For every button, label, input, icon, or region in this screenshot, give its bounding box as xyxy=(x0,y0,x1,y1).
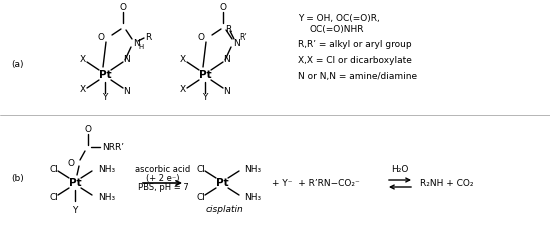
Text: Cl: Cl xyxy=(196,193,206,202)
Text: N: N xyxy=(224,55,230,64)
Text: X,X = Cl or dicarboxylate: X,X = Cl or dicarboxylate xyxy=(298,56,412,65)
Text: NH₃: NH₃ xyxy=(244,193,261,202)
Text: N: N xyxy=(233,38,240,47)
Text: PBS, pH = 7: PBS, pH = 7 xyxy=(138,182,188,191)
Text: Pt: Pt xyxy=(199,70,211,80)
Text: (+ 2 e⁻): (+ 2 e⁻) xyxy=(146,173,180,182)
Text: Y: Y xyxy=(102,93,108,102)
Text: ascorbic acid: ascorbic acid xyxy=(135,165,191,174)
Text: H₂O: H₂O xyxy=(391,165,409,174)
Text: R’: R’ xyxy=(239,33,247,42)
Text: X: X xyxy=(80,85,86,94)
Text: NH₃: NH₃ xyxy=(98,164,115,173)
Text: N: N xyxy=(124,87,130,96)
Text: O: O xyxy=(119,3,126,12)
Text: X: X xyxy=(80,55,86,64)
Text: O: O xyxy=(219,3,227,12)
Text: R₂NH + CO₂: R₂NH + CO₂ xyxy=(420,178,474,187)
Text: (a): (a) xyxy=(12,60,24,69)
Text: Y: Y xyxy=(72,206,78,215)
Text: R: R xyxy=(145,33,151,42)
Text: Y: Y xyxy=(202,93,208,102)
Text: NRR’: NRR’ xyxy=(102,143,124,152)
Text: R: R xyxy=(225,25,231,34)
Text: Cl: Cl xyxy=(196,164,206,173)
Text: Cl: Cl xyxy=(50,193,58,202)
Text: Cl: Cl xyxy=(50,164,58,173)
Text: H: H xyxy=(138,44,143,50)
Text: Pt: Pt xyxy=(216,178,228,188)
Text: + Y⁻  + R’RN−CO₂⁻: + Y⁻ + R’RN−CO₂⁻ xyxy=(272,178,360,187)
Text: R,R’ = alkyl or aryl group: R,R’ = alkyl or aryl group xyxy=(298,40,411,49)
Text: (b): (b) xyxy=(12,173,24,182)
Text: X: X xyxy=(180,55,186,64)
Text: N: N xyxy=(133,38,140,47)
Text: O: O xyxy=(85,125,91,134)
Text: Y = OH, OC(=O)R,: Y = OH, OC(=O)R, xyxy=(298,14,380,23)
Text: cisplatin: cisplatin xyxy=(205,205,243,214)
Text: N: N xyxy=(124,55,130,64)
Text: NH₃: NH₃ xyxy=(244,164,261,173)
Text: Pt: Pt xyxy=(98,70,111,80)
Text: Pt: Pt xyxy=(69,178,81,188)
Text: X: X xyxy=(180,85,186,94)
Text: O: O xyxy=(198,34,205,42)
Text: OC(=O)NHR: OC(=O)NHR xyxy=(310,25,365,34)
Text: N or N,N = amine/diamine: N or N,N = amine/diamine xyxy=(298,72,417,81)
Text: N: N xyxy=(224,87,230,96)
Text: O: O xyxy=(68,159,75,168)
Text: NH₃: NH₃ xyxy=(98,193,115,202)
Text: O: O xyxy=(98,34,105,42)
